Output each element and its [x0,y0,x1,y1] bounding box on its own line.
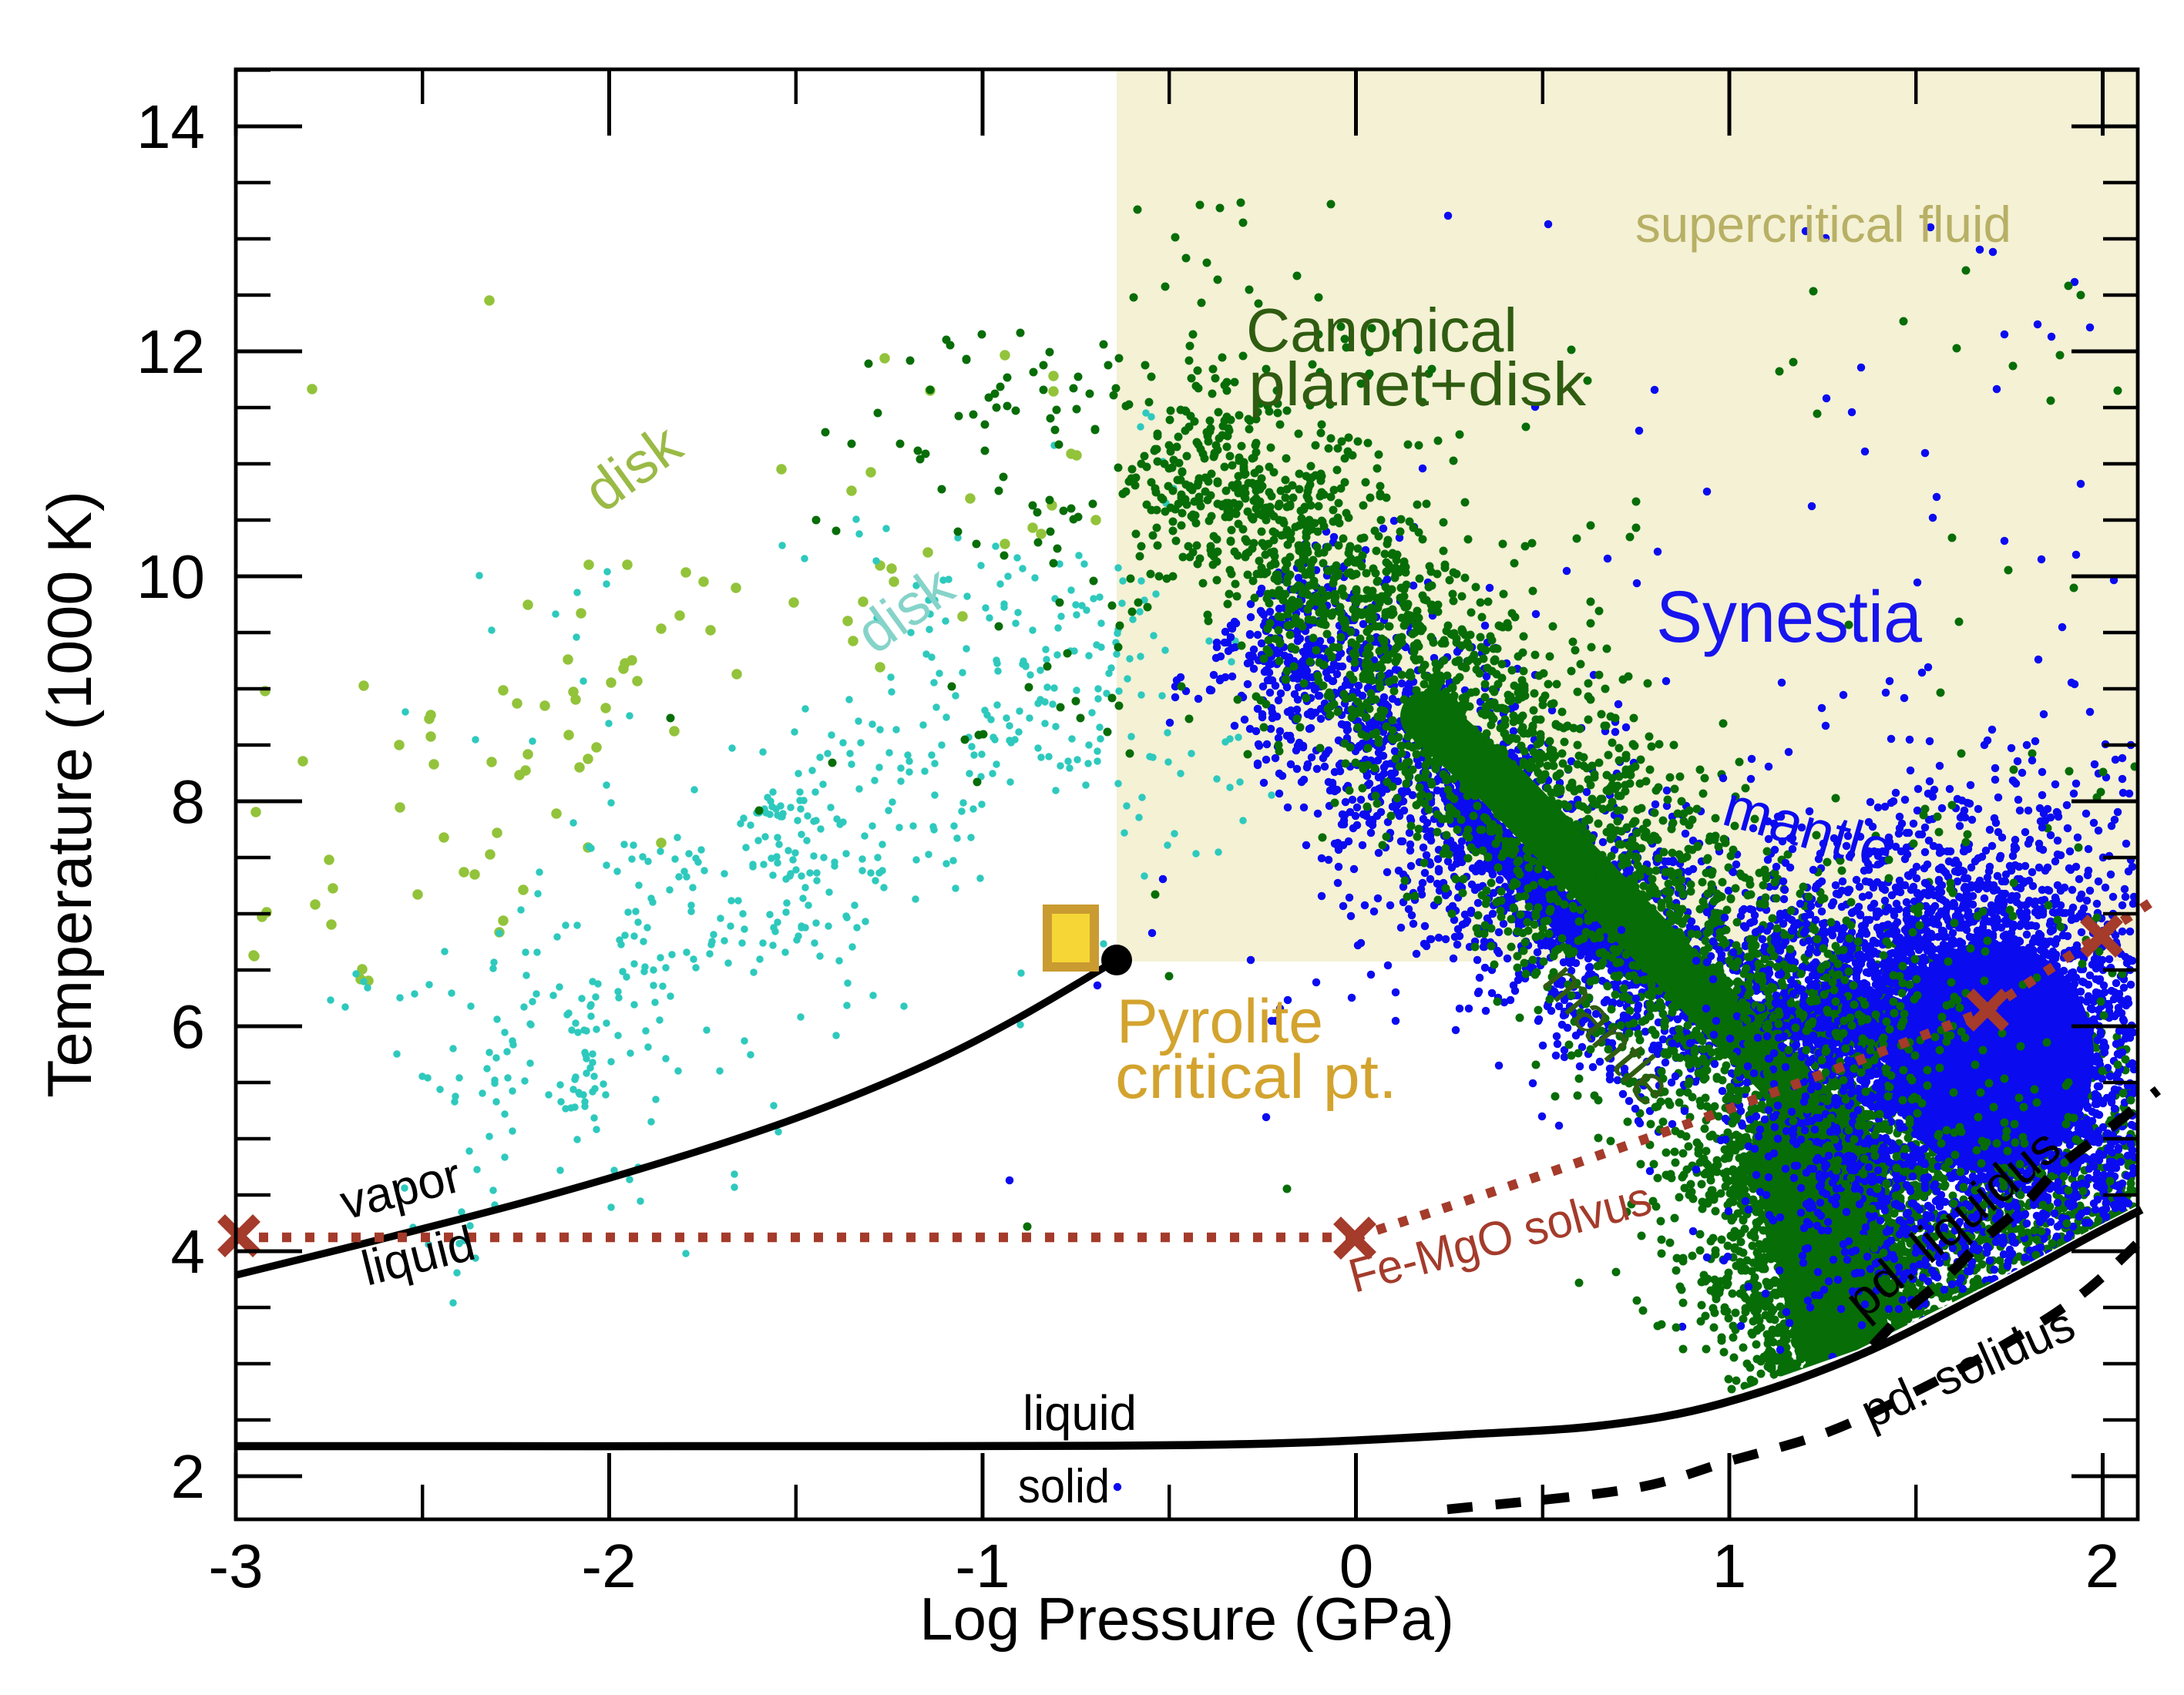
svg-text:planet+disk: planet+disk [1248,350,1587,418]
svg-text:Temperature (1000 K): Temperature (1000 K) [35,491,105,1098]
svg-text:10: 10 [136,542,205,611]
svg-text:14: 14 [136,92,205,161]
svg-text:Canonical: Canonical [1246,296,1517,364]
svg-text:0: 0 [1339,1532,1374,1600]
svg-text:critical pt.: critical pt. [1115,1042,1397,1112]
svg-text:-3: -3 [208,1532,263,1600]
svg-text:6: 6 [171,992,206,1061]
svg-text:-2: -2 [581,1532,636,1600]
svg-text:-1: -1 [955,1532,1010,1600]
svg-text:solid: solid [1018,1460,1110,1513]
svg-text:Pyrolite: Pyrolite [1117,987,1323,1056]
svg-text:12: 12 [136,317,205,386]
svg-text:supercritical fluid: supercritical fluid [1635,196,2011,253]
svg-text:4: 4 [171,1217,206,1286]
svg-text:liquid: liquid [1023,1385,1137,1441]
svg-text:Log Pressure (GPa): Log Pressure (GPa) [919,1585,1454,1653]
svg-text:2: 2 [2085,1532,2120,1600]
svg-text:Synestia: Synestia [1656,576,1922,658]
svg-text:2: 2 [171,1442,206,1511]
svg-text:8: 8 [171,767,206,836]
svg-text:1: 1 [1712,1532,1747,1600]
